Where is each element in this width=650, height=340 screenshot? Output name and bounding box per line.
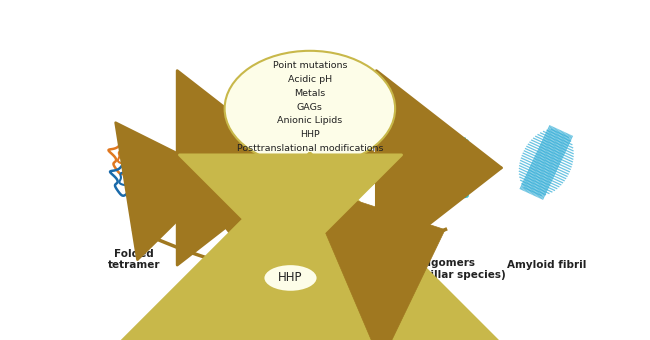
Text: Oligomers
(prefibrillar species): Oligomers (prefibrillar species) — [385, 258, 506, 279]
Text: GAGs: GAGs — [297, 103, 323, 112]
Text: Folded
monomer: Folded monomer — [226, 249, 281, 270]
Ellipse shape — [225, 51, 395, 166]
Text: Posttranslational modifications: Posttranslational modifications — [237, 144, 383, 153]
Text: Aggregation-prone
monomer: Aggregation-prone monomer — [285, 249, 396, 270]
Ellipse shape — [263, 264, 318, 292]
Text: Folded
tetramer: Folded tetramer — [108, 249, 160, 270]
Text: HHP: HHP — [300, 130, 320, 139]
Text: Anionic Lipids: Anionic Lipids — [278, 116, 343, 125]
Text: Metals: Metals — [294, 89, 326, 98]
Text: Point mutations: Point mutations — [272, 61, 347, 70]
Text: Amyloid fibril: Amyloid fibril — [506, 260, 586, 270]
Text: Acidic pH: Acidic pH — [288, 75, 332, 84]
Text: HHP: HHP — [278, 271, 303, 285]
